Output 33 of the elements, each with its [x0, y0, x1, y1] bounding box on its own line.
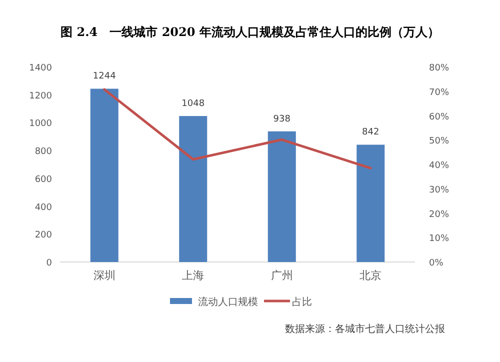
y2-tick-label: 70%: [429, 88, 450, 98]
x-tick-label: 北京: [360, 269, 382, 282]
y-tick-label: 800: [34, 147, 52, 158]
legend-label: 流动人口规模: [198, 296, 258, 308]
source-note: 数据来源：各城市七普人口统计公报: [285, 323, 445, 335]
y-tick-label: 400: [34, 202, 52, 213]
y2-tick-label: 40%: [429, 161, 450, 171]
y-tick-label: 1200: [29, 91, 52, 102]
y2-tick-label: 10%: [429, 234, 450, 244]
x-tick-label: 深圳: [93, 269, 116, 282]
x-tick-label: 上海: [182, 269, 204, 282]
bar: [179, 116, 208, 262]
y-tick-label: 200: [34, 230, 52, 241]
y-tick-label: 1400: [29, 64, 52, 74]
x-tick-label: 广州: [270, 269, 293, 282]
legend-label: 占比: [292, 296, 312, 308]
data-label: 1048: [182, 99, 205, 110]
data-label: 842: [362, 128, 380, 138]
y-tick-label: 0: [46, 258, 52, 268]
y2-tick-label: 30%: [429, 185, 450, 196]
bar: [356, 144, 385, 262]
y2-tick-label: 20%: [429, 210, 450, 220]
y2-tick-label: 80%: [429, 64, 450, 74]
y-tick-label: 600: [34, 174, 52, 185]
data-label: 1244: [92, 72, 116, 82]
bar: [268, 131, 296, 262]
chart-title: 图 2.4 一线城市 2020 年流动人口规模及占常住人口的比例（万人）: [60, 25, 440, 39]
data-label: 938: [273, 114, 291, 124]
y-tick-label: 1000: [29, 119, 52, 130]
y2-tick-label: 50%: [429, 136, 450, 147]
y2-tick-label: 60%: [429, 112, 450, 122]
bar: [90, 88, 118, 262]
y2-tick-label: 0%: [429, 258, 444, 268]
